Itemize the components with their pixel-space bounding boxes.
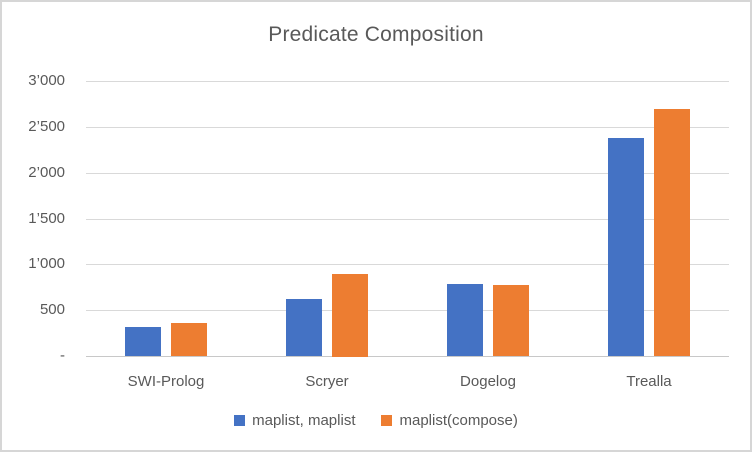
- y-axis-tick-label: 1’000: [28, 255, 65, 272]
- gridline: [86, 173, 729, 174]
- legend: maplist, maplist maplist(compose): [2, 412, 750, 429]
- category-label: SWI-Prolog: [127, 373, 205, 390]
- bar-swi-prolog-series-1[interactable]: [125, 327, 161, 356]
- gridline: [86, 264, 729, 265]
- gridline: [86, 127, 729, 128]
- y-axis-tick-label: 2’000: [28, 164, 65, 181]
- y-axis-tick-label: 2’500: [28, 118, 65, 135]
- y-axis-tick-label: 500: [39, 301, 65, 318]
- legend-item-series-2[interactable]: maplist(compose): [381, 412, 518, 429]
- legend-label: maplist(compose): [399, 412, 518, 429]
- chart-title: Predicate Composition: [268, 23, 484, 46]
- legend-label: maplist, maplist: [252, 412, 356, 429]
- legend-item-series-1[interactable]: maplist, maplist: [234, 412, 355, 429]
- category-label: Scryer: [305, 373, 349, 390]
- gridline: [86, 310, 729, 311]
- y-axis-tick-label: -: [60, 347, 65, 364]
- category-label: Trealla: [626, 373, 672, 390]
- bar-dogelog-series-1[interactable]: [447, 284, 483, 356]
- bar-dogelog-series-2[interactable]: [493, 285, 529, 356]
- y-axis-tick-label: 1’500: [28, 210, 65, 227]
- y-axis-tick-label: 3’000: [28, 72, 65, 89]
- bar-trealla-series-1[interactable]: [608, 138, 644, 356]
- gridline: [86, 81, 729, 82]
- gridline: [86, 219, 729, 220]
- category-label: Dogelog: [460, 373, 516, 390]
- legend-swatch-icon: [381, 415, 393, 426]
- gridline: [86, 356, 729, 357]
- legend-swatch-icon: [234, 415, 246, 426]
- bar-scryer-series-1[interactable]: [286, 299, 322, 356]
- bar-scryer-series-2[interactable]: [332, 274, 368, 357]
- bar-trealla-series-2[interactable]: [654, 109, 690, 356]
- bar-swi-prolog-series-2[interactable]: [171, 323, 207, 356]
